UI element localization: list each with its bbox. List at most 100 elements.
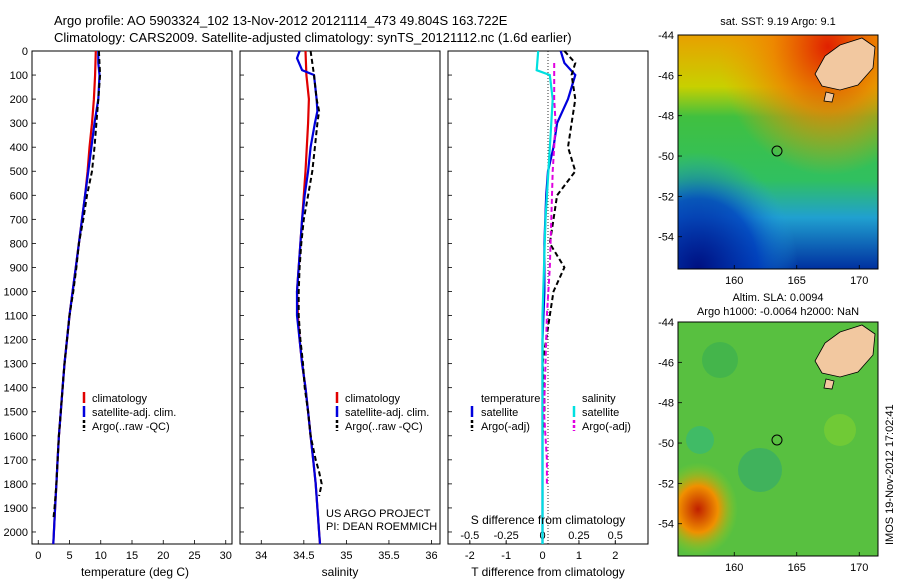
lat-tick-label: -46 <box>658 70 674 82</box>
salinity-x-axis: 34 34.5 35 35.5 36 <box>255 540 438 562</box>
x-tick-label: 30 <box>220 550 232 562</box>
lon-tick-label: 170 <box>850 562 868 574</box>
salinity-panel: 34 34.5 35 35.5 36 salinity climatology sate… <box>239 50 441 579</box>
sst-map: sat. SST: 9.19 Argo: 9.1 -44 -46 -48 -50 -52… <box>658 16 879 287</box>
float-position-marker <box>771 145 783 157</box>
depth-tick-label: 400 <box>10 142 28 154</box>
series-line-sal_satellite <box>535 50 554 544</box>
sla-map-title: Altim. SLA: 0.0094 <box>732 292 823 304</box>
series-line-argo <box>52 50 102 521</box>
salinity-legend: climatology satellite-adj. clim. Argo(..… <box>335 392 429 433</box>
depth-tick-label: 100 <box>10 70 28 82</box>
depth-tick-label: 200 <box>10 94 28 106</box>
s-difference-label: S difference from climatology <box>471 513 626 527</box>
x-tick-label: 0 <box>35 550 41 562</box>
legend-label-s-satellite: satellite <box>582 407 619 419</box>
x-tick-label: 0 <box>539 550 545 562</box>
lat-tick-label: -50 <box>658 438 674 450</box>
s-diff-tick-label: 0.25 <box>568 530 589 542</box>
sla-map-frame <box>677 321 879 557</box>
series-line-sal_argo <box>542 63 557 484</box>
lat-tick-label: -54 <box>658 519 674 531</box>
sla-map-axes: -44 -46 -48 -50 -52 -54 160 165 170 <box>658 317 868 574</box>
depth-tick-label: 500 <box>10 166 28 178</box>
sla-map: Altim. SLA: 0.0094 Argo h1000: -0.0064 h… <box>658 292 879 574</box>
legend-title-temperature: temperature <box>481 393 540 405</box>
pi-annotation: PI: DEAN ROEMMICH <box>326 521 437 533</box>
legend-label-satellite: satellite-adj. clim. <box>92 407 176 419</box>
header-line2: Climatology: CARS2009. Satellite-adjuste… <box>54 30 572 45</box>
lat-tick-label: -44 <box>658 30 674 42</box>
sla-map-subtitle: Argo h1000: -0.0064 h2000: NaN <box>697 306 859 318</box>
sst-map-axes: -44 -46 -48 -50 -52 -54 160 165 170 <box>658 30 868 287</box>
sst-map-frame <box>677 34 879 270</box>
x-tick-label: 2 <box>612 550 618 562</box>
x-tick-label: 5 <box>66 550 72 562</box>
depth-tick-label: 1000 <box>4 286 28 298</box>
depth-tick-label: 1300 <box>4 359 28 371</box>
legend-label-argo: Argo(..raw -QC) <box>92 421 170 433</box>
s-diff-tick-label: 0.5 <box>608 530 623 542</box>
lat-tick-label: -52 <box>658 191 674 203</box>
lat-tick-label: -46 <box>658 357 674 369</box>
x-tick-label: 34 <box>255 550 267 562</box>
salinity-x-label: salinity <box>322 565 359 579</box>
legend-label-climatology: climatology <box>345 393 401 405</box>
temperature-lines <box>52 50 102 545</box>
float-position-marker <box>771 434 783 446</box>
project-annotation: US ARGO PROJECT <box>326 508 431 520</box>
legend-label-argo: Argo(..raw -QC) <box>345 421 423 433</box>
temperature-plot-frame <box>31 50 233 545</box>
depth-tick-label: 2000 <box>4 527 28 539</box>
t-difference-x-label: T difference from climatology <box>471 565 625 579</box>
legend-title-salinity: salinity <box>582 393 616 405</box>
s-diff-tick-label: -0.5 <box>460 530 479 542</box>
stewart-island-land <box>823 91 835 103</box>
sst-map-title: sat. SST: 9.19 Argo: 9.1 <box>720 16 836 28</box>
s-diff-tick-label: -0.25 <box>494 530 519 542</box>
temperature-panel: 0100200300400500600700800900100011001200… <box>4 46 452 579</box>
s-difference-x-axis: -0.5 -0.25 0 0.25 0.5 <box>460 530 623 544</box>
x-tick-label: 36 <box>425 550 437 562</box>
x-tick-label: 10 <box>95 550 107 562</box>
depth-tick-label: 700 <box>10 214 28 226</box>
x-tick-label: 35 <box>340 550 352 562</box>
depth-tick-label: 1700 <box>4 455 28 467</box>
depth-tick-label: 1600 <box>4 431 28 443</box>
salinity-lines <box>295 50 323 545</box>
x-tick-label: 25 <box>188 550 200 562</box>
legend-label-s-argo: Argo(-adj) <box>582 421 631 433</box>
depth-tick-label: 0 <box>22 46 28 58</box>
difference-panel: -2 -1 0 1 2 -0.5 -0.25 0 0.25 0.5 T difference f… <box>447 50 649 579</box>
legend-label-t-argo: Argo(-adj) <box>481 421 530 433</box>
legend-label-satellite: satellite-adj. clim. <box>345 407 429 419</box>
difference-legend: temperature satellite Argo(-adj) salinit… <box>470 393 631 433</box>
depth-tick-label: 1400 <box>4 383 28 395</box>
new-zealand-land <box>814 37 876 91</box>
x-tick-label: 1 <box>576 550 582 562</box>
x-tick-label: 34.5 <box>293 550 314 562</box>
depth-tick-label: 1900 <box>4 503 28 515</box>
new-zealand-land <box>814 324 876 378</box>
depth-axis: 0 100 200 300 400 500 600 700 800 900 1000 1100 1200… <box>4 46 452 539</box>
lon-tick-label: 165 <box>788 275 806 287</box>
depth-tick-label: 300 <box>10 118 28 130</box>
depth-tick-label: 1800 <box>4 479 28 491</box>
lon-tick-label: 160 <box>725 275 743 287</box>
difference-lines <box>535 50 577 544</box>
x-tick-label: -1 <box>501 550 511 562</box>
lat-tick-label: -48 <box>658 111 674 123</box>
lat-tick-label: -54 <box>658 232 674 244</box>
depth-tick-label: 1200 <box>4 335 28 347</box>
depth-tick-label: 1100 <box>4 311 28 323</box>
depth-tick-label: 1500 <box>4 407 28 419</box>
lat-tick-label: -48 <box>658 398 674 410</box>
legend-label-t-satellite: satellite <box>481 407 518 419</box>
legend-label-climatology: climatology <box>92 393 148 405</box>
lon-tick-label: 170 <box>850 275 868 287</box>
x-tick-label: 20 <box>157 550 169 562</box>
stewart-island-land <box>823 378 835 390</box>
lat-tick-label: -52 <box>658 478 674 490</box>
depth-tick-label: 900 <box>10 262 28 274</box>
